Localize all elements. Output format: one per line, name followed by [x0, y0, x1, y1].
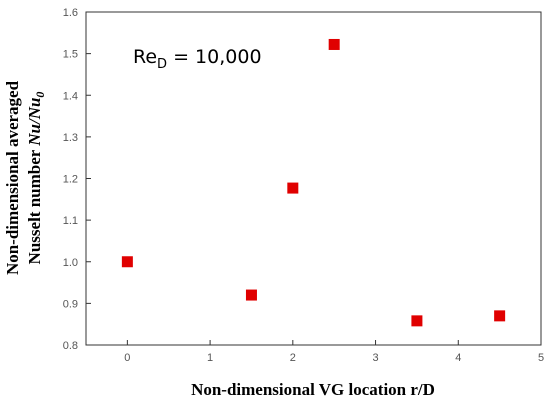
data-point — [494, 310, 506, 322]
y-tick-label: 1.3 — [63, 132, 78, 144]
y-tick-label: 1.2 — [63, 174, 78, 186]
x-tick-label: 2 — [290, 352, 296, 364]
x-axis-title: Non-dimensional VG location r/D — [191, 380, 435, 399]
data-point — [287, 182, 299, 194]
y-axis-title-line2: Nusselt number Nu/Nu0 — [25, 92, 47, 265]
y-tick-label: 1.5 — [63, 49, 78, 61]
data-point — [411, 315, 423, 327]
reynolds-annotation: ReD = 10,000 — [133, 46, 262, 72]
x-tick-label: 5 — [538, 352, 544, 364]
x-axis-ticks: 0 1 2 3 4 5 — [124, 340, 544, 364]
x-tick-label: 0 — [124, 352, 130, 364]
x-tick-label: 3 — [372, 352, 378, 364]
x-tick-label: 1 — [207, 352, 213, 364]
y-axis-title-line1: Non-dimensional averaged — [3, 80, 22, 275]
data-point — [328, 38, 340, 50]
y-tick-label: 1.4 — [63, 90, 78, 102]
y-tick-label: 1.0 — [63, 257, 78, 269]
data-point — [121, 256, 133, 268]
y-axis-ticks: 0.8 0.9 1.0 1.1 1.2 1.3 1.4 1.5 1.6 — [63, 7, 91, 352]
data-points — [121, 38, 506, 327]
x-tick-label: 4 — [455, 352, 461, 364]
data-point — [245, 289, 257, 301]
y-tick-label: 1.1 — [63, 215, 78, 227]
y-tick-label: 0.9 — [63, 298, 78, 310]
y-tick-label: 1.6 — [63, 7, 78, 19]
y-axis-title: Non-dimensional averaged Nusselt number … — [3, 80, 47, 275]
y-tick-label: 0.8 — [63, 340, 78, 352]
